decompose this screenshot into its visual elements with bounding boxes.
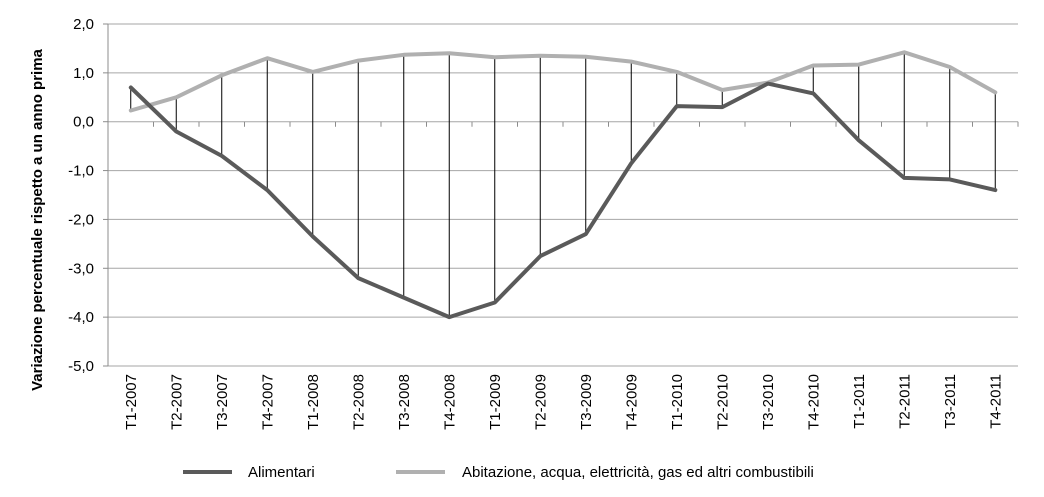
x-tick-label: T4-2007	[259, 374, 276, 430]
legend: Alimentari Abitazione, acqua, elettricità…	[183, 464, 814, 481]
y-tick-label: -2,0	[68, 211, 94, 228]
y-tick-label: -5,0	[68, 358, 94, 375]
x-tick-label: T1-2007	[123, 374, 140, 430]
x-tick-label: T3-2007	[214, 374, 231, 430]
series-line	[128, 50, 998, 113]
x-tick-label: T3-2011	[942, 374, 959, 429]
x-tick-label: T4-2008	[441, 374, 458, 430]
y-axis-label: Variazione percentuale rispetto a un ann…	[29, 48, 46, 390]
x-tick-label: T1-2009	[487, 374, 504, 430]
x-tick-label: T2-2009	[532, 374, 549, 430]
x-tick-label: T1-2010	[669, 374, 686, 430]
x-tick-label: T2-2011	[896, 374, 913, 429]
y-tick-label: 0,0	[73, 114, 94, 131]
x-tick-label: T4-2010	[805, 374, 822, 430]
y-tick-labels: 2,0 1,0 0,0 -1,0 -2,0 -3,0 -4,0 -5,0	[68, 16, 94, 375]
x-tick-label: T1-2008	[305, 374, 322, 430]
series-lines	[128, 50, 998, 320]
y-tick-label: -4,0	[68, 309, 94, 326]
gridlines	[108, 23, 1018, 367]
x-tick-label: T2-2010	[714, 374, 731, 430]
x-tick-label: T4-2009	[623, 374, 640, 430]
x-tick-label: T3-2008	[396, 374, 413, 430]
x-tick-label: T2-2007	[168, 374, 185, 430]
x-tick-label: T4-2011	[987, 374, 1004, 429]
x-tick-label: T3-2010	[760, 374, 777, 430]
x-tick-labels: T1-2007 T2-2007 T3-2007 T4-2007 T1-2008 T2-20…	[123, 374, 1005, 430]
x-tick-label: T1-2011	[851, 374, 868, 429]
legend-label: Alimentari	[248, 464, 315, 481]
y-tick-label: -3,0	[68, 260, 94, 277]
y-tick-label: 2,0	[73, 16, 94, 33]
drop-lines	[130, 52, 996, 318]
y-tick-label: 1,0	[73, 65, 94, 82]
series-line	[128, 81, 998, 320]
axes	[103, 23, 1019, 367]
legend-label: Abitazione, acqua, elettricità, gas ed a…	[462, 464, 814, 481]
y-tick-label: -1,0	[68, 163, 94, 180]
x-tick-label: T3-2009	[578, 374, 595, 430]
x-tick-label: T2-2008	[350, 374, 367, 430]
